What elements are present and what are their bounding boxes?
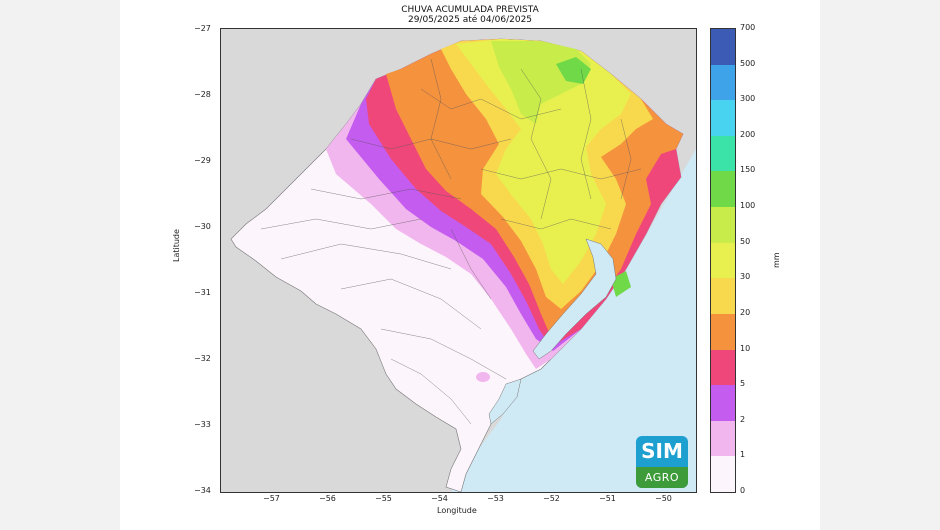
x-tick-label: −54 <box>431 494 448 503</box>
municipality-borders <box>260 58 642 425</box>
colorbar-segment <box>711 278 735 314</box>
x-tick-label: −52 <box>543 494 560 503</box>
y-tick-label: −30 <box>194 222 211 231</box>
x-tick-label: −51 <box>599 494 616 503</box>
colorbar-segment <box>711 64 735 101</box>
colorbar-tick-label: 200 <box>740 129 756 139</box>
map-subtitle: 29/05/2025 até 04/06/2025 <box>407 15 533 25</box>
x-tick-label: −56 <box>319 494 336 503</box>
logo-text-agro: AGRO <box>636 467 688 488</box>
colorbar-tick-label: 5 <box>740 379 746 389</box>
x-axis-label: Longitude <box>437 506 477 515</box>
colorbar-segment <box>711 171 735 208</box>
colorbar-tick-label: 150 <box>740 165 756 175</box>
x-tick-label: −53 <box>487 494 504 503</box>
map-frame <box>220 28 697 493</box>
rain-spot-south <box>476 372 490 382</box>
y-tick-label: −28 <box>194 90 211 99</box>
colorbar-unit-label: mm <box>772 252 781 268</box>
rainfall-map <box>221 29 696 492</box>
colorbar-segment <box>711 420 735 457</box>
colorbar-segment <box>711 456 735 492</box>
lagoa-dos-patos <box>532 238 617 360</box>
colorbar-segment <box>711 242 735 279</box>
colorbar-segment <box>711 349 735 386</box>
colorbar-tick-label: 700 <box>740 23 756 32</box>
colorbar-tick-label: 30 <box>740 272 751 282</box>
y-axis-label: Latitude <box>172 229 181 262</box>
y-tick-label: −27 <box>194 24 211 33</box>
y-tick-label: −31 <box>194 288 211 297</box>
colorbar-tick-label: 300 <box>740 94 756 104</box>
colorbar-tick-label: 10 <box>740 343 751 353</box>
colorbar-segment <box>711 135 735 172</box>
map-title: CHUVA ACUMULADA PREVISTA <box>401 5 539 15</box>
colorbar-tick-label: 2 <box>740 414 746 424</box>
y-tick-label: −34 <box>194 486 211 495</box>
y-tick-label: −29 <box>194 156 211 165</box>
y-tick-label: −32 <box>194 354 211 363</box>
logo-text-sim: SIM <box>641 439 683 463</box>
rain-zone-100-150mm <box>556 57 591 84</box>
colorbar <box>710 28 736 493</box>
colorbar-segment <box>711 100 735 136</box>
colorbar-tick-label: 0 <box>740 486 746 495</box>
colorbar-segment <box>711 29 735 65</box>
x-tick-label: −57 <box>263 494 280 503</box>
colorbar-segment <box>711 207 735 243</box>
colorbar-segment <box>711 313 735 350</box>
colorbar-tick-label: 500 <box>740 58 756 68</box>
sim-agro-logo: SIM AGRO <box>636 436 688 488</box>
colorbar-tick-label: 20 <box>740 307 751 317</box>
colorbar-tick-label: 1 <box>740 450 746 460</box>
colorbar-segment <box>711 385 735 421</box>
colorbar-tick-label: 50 <box>740 236 751 246</box>
figure-canvas: CHUVA ACUMULADA PREVISTA 29/05/2025 até … <box>120 0 820 530</box>
lagoa-mirim <box>488 378 522 425</box>
x-tick-label: −50 <box>655 494 672 503</box>
x-tick-label: −55 <box>375 494 392 503</box>
colorbar-tick-label: 100 <box>740 201 756 211</box>
y-tick-label: −33 <box>194 420 211 429</box>
